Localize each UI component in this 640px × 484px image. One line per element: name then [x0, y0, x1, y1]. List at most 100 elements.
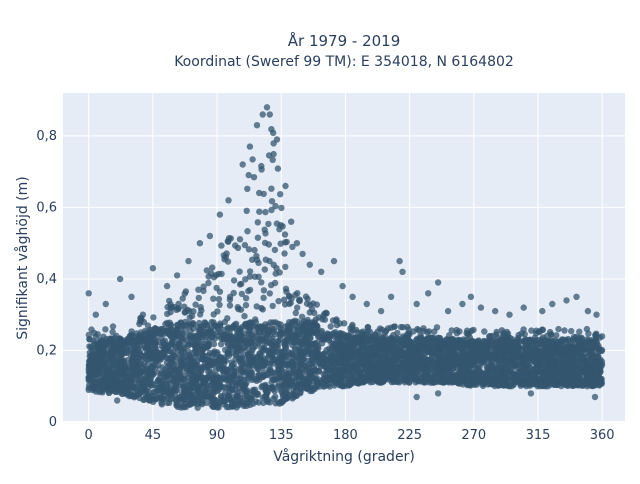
data-point	[391, 324, 397, 330]
data-point	[205, 273, 211, 279]
data-point	[181, 362, 187, 368]
data-point	[226, 235, 232, 241]
data-point	[263, 257, 269, 263]
data-point	[547, 375, 553, 381]
data-point	[584, 326, 590, 332]
data-point	[131, 337, 137, 343]
data-point	[283, 389, 289, 395]
data-point	[96, 350, 102, 356]
data-point	[298, 385, 304, 391]
data-point	[130, 364, 136, 370]
data-point	[218, 393, 224, 399]
data-point	[256, 190, 262, 196]
data-point	[212, 335, 218, 341]
data-point	[255, 219, 261, 225]
data-point	[497, 378, 503, 384]
data-point	[296, 297, 302, 303]
data-point	[455, 359, 461, 365]
data-point	[276, 226, 282, 232]
data-point	[464, 380, 470, 386]
data-point	[284, 371, 290, 377]
data-point	[88, 326, 94, 332]
data-point	[283, 331, 289, 337]
data-point	[423, 372, 429, 378]
data-point	[308, 368, 314, 374]
data-point	[341, 320, 347, 326]
data-point	[186, 368, 192, 374]
data-point	[449, 372, 455, 378]
data-point	[86, 377, 92, 383]
data-point	[279, 355, 285, 361]
data-point	[522, 331, 528, 337]
data-point	[256, 209, 262, 215]
data-point	[559, 368, 565, 374]
data-point	[102, 326, 108, 332]
data-point	[522, 379, 528, 385]
data-point	[534, 367, 540, 373]
data-point	[246, 373, 252, 379]
data-point	[330, 330, 336, 336]
data-point	[441, 372, 447, 378]
data-point	[262, 209, 268, 215]
data-point	[306, 384, 312, 390]
chart-title: År 1979 - 2019	[288, 31, 401, 50]
data-point	[481, 328, 487, 334]
data-point	[542, 340, 548, 346]
data-point	[160, 349, 166, 355]
data-point	[266, 367, 272, 373]
data-point	[247, 268, 253, 274]
data-point	[235, 245, 241, 251]
data-point	[288, 295, 294, 301]
data-point	[272, 247, 278, 253]
data-point	[167, 301, 173, 307]
data-point	[108, 354, 114, 360]
data-point	[248, 395, 254, 401]
data-point	[222, 319, 228, 325]
data-point	[182, 309, 188, 315]
data-point	[268, 126, 274, 132]
data-point	[203, 400, 209, 406]
data-point	[209, 379, 215, 385]
data-point	[255, 260, 261, 266]
data-point	[244, 186, 250, 192]
data-point	[437, 335, 443, 341]
data-point	[426, 328, 432, 334]
data-point	[264, 398, 270, 404]
data-point	[251, 335, 257, 341]
data-point	[558, 341, 564, 347]
data-point	[100, 362, 106, 368]
data-point	[503, 380, 509, 386]
data-point	[244, 228, 250, 234]
data-point	[237, 236, 243, 242]
data-point	[198, 304, 204, 310]
data-point	[334, 322, 340, 328]
data-point	[91, 370, 97, 376]
data-point	[231, 371, 237, 377]
data-point	[223, 357, 229, 363]
data-point	[164, 400, 170, 406]
data-point	[270, 303, 276, 309]
data-point	[219, 368, 225, 374]
data-point	[272, 280, 278, 286]
data-point	[314, 301, 320, 307]
data-point	[468, 328, 474, 334]
data-point	[218, 271, 224, 277]
data-point	[536, 341, 542, 347]
data-point	[227, 294, 233, 300]
data-point	[182, 290, 188, 296]
data-point	[535, 381, 541, 387]
data-point	[110, 323, 116, 329]
data-point	[304, 296, 310, 302]
data-point	[467, 334, 473, 340]
data-point	[217, 354, 223, 360]
data-point	[568, 328, 574, 334]
data-point	[199, 367, 205, 373]
data-point	[476, 344, 482, 350]
data-point	[218, 242, 224, 248]
data-point	[316, 355, 322, 361]
data-point	[193, 353, 199, 359]
data-point	[197, 311, 203, 317]
data-point	[212, 322, 218, 328]
data-point	[454, 378, 460, 384]
